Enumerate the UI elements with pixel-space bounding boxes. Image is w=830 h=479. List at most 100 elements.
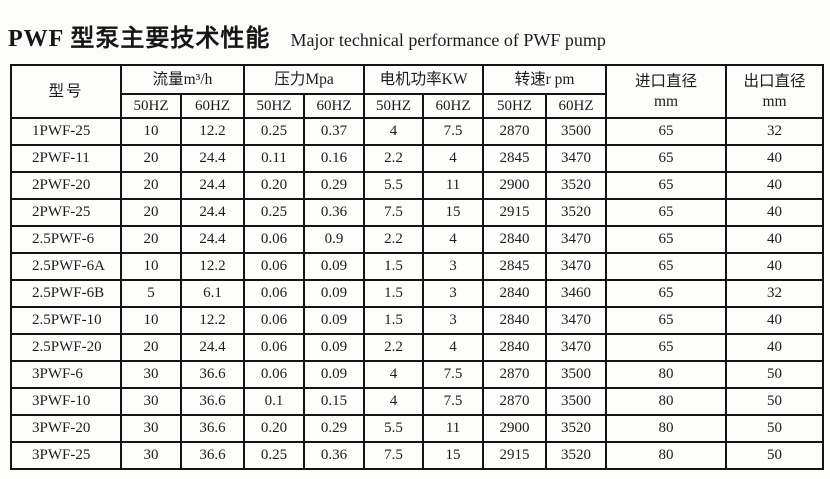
header-outlet-label: 出口直径 bbox=[743, 73, 806, 91]
value-cell: 80 bbox=[605, 441, 728, 470]
value-cell: 40 bbox=[725, 198, 825, 227]
value-cell: 65 bbox=[605, 225, 728, 254]
value-cell: 36.6 bbox=[179, 387, 246, 416]
value-cell: 0.36 bbox=[303, 198, 366, 227]
value-cell: 50 bbox=[725, 414, 825, 443]
value-cell: 2915 bbox=[482, 198, 548, 227]
value-cell: 0.37 bbox=[303, 117, 366, 146]
value-cell: 65 bbox=[605, 171, 728, 200]
value-cell: 0.06 bbox=[243, 279, 306, 308]
value-cell: 1.5 bbox=[363, 306, 425, 335]
header-outlet-unit: mm bbox=[762, 92, 787, 110]
header-pressure: 压力Mpa bbox=[243, 64, 366, 95]
value-cell: 4 bbox=[363, 117, 425, 146]
value-cell: 4 bbox=[422, 144, 485, 173]
value-cell: 2915 bbox=[482, 441, 548, 470]
value-cell: 3500 bbox=[545, 387, 608, 416]
value-cell: 0.20 bbox=[243, 414, 306, 443]
value-cell: 3470 bbox=[545, 252, 608, 281]
value-cell: 65 bbox=[605, 117, 728, 146]
header-pressure-50hz: 50HZ bbox=[243, 93, 306, 119]
value-cell: 40 bbox=[725, 171, 825, 200]
value-cell: 2.2 bbox=[363, 333, 425, 362]
value-cell: 40 bbox=[725, 144, 825, 173]
value-cell: 0.36 bbox=[303, 441, 366, 470]
value-cell: 65 bbox=[605, 252, 728, 281]
header-group-row: 型号 流量m³/h 压力Mpa 电机功率KW 转速r pm 进口直径 mm 出口… bbox=[10, 64, 825, 119]
value-cell: 11 bbox=[422, 171, 485, 200]
value-cell: 20 bbox=[120, 225, 182, 254]
value-cell: 3 bbox=[422, 279, 485, 308]
value-cell: 30 bbox=[120, 360, 182, 389]
value-cell: 3 bbox=[422, 306, 485, 335]
value-cell: 10 bbox=[120, 252, 182, 281]
value-cell: 50 bbox=[725, 387, 825, 416]
value-cell: 0.06 bbox=[243, 333, 306, 362]
value-cell: 0.16 bbox=[303, 144, 366, 173]
value-cell: 0.9 bbox=[303, 225, 366, 254]
model-cell: 2.5PWF-6A bbox=[10, 252, 122, 281]
value-cell: 0.20 bbox=[243, 171, 306, 200]
value-cell: 12.2 bbox=[179, 252, 246, 281]
value-cell: 40 bbox=[725, 306, 825, 335]
table-row: 2.5PWF-10 10 12.2 0.06 0.09 1.5 3 2840 3470 65 40 bbox=[10, 306, 825, 335]
value-cell: 3520 bbox=[545, 171, 608, 200]
value-cell: 7.5 bbox=[422, 360, 485, 389]
value-cell: 2845 bbox=[482, 144, 548, 173]
value-cell: 4 bbox=[363, 387, 425, 416]
value-cell: 0.25 bbox=[243, 441, 306, 470]
model-cell: 1PWF-25 bbox=[10, 117, 122, 146]
value-cell: 3470 bbox=[545, 144, 608, 173]
value-cell: 0.06 bbox=[243, 306, 306, 335]
value-cell: 50 bbox=[725, 360, 825, 389]
value-cell: 30 bbox=[120, 441, 182, 470]
header-sub-row: 50HZ 60HZ 50HZ 60HZ 50HZ 60HZ 50HZ 60HZ bbox=[11, 93, 823, 119]
model-cell: 2.5PWF-6B bbox=[10, 279, 122, 308]
value-cell: 12.2 bbox=[179, 117, 246, 146]
value-cell: 50 bbox=[725, 441, 825, 470]
model-cell: 2PWF-25 bbox=[10, 198, 122, 227]
value-cell: 0.29 bbox=[303, 171, 366, 200]
value-cell: 3470 bbox=[545, 306, 608, 335]
table-row: 1PWF-25 10 12.2 0.25 0.37 4 7.5 2870 3500 65 32 bbox=[10, 117, 825, 146]
value-cell: 3470 bbox=[545, 225, 608, 254]
value-cell: 10 bbox=[120, 117, 182, 146]
value-cell: 3520 bbox=[545, 198, 608, 227]
value-cell: 0.11 bbox=[243, 144, 306, 173]
value-cell: 5 bbox=[120, 279, 182, 308]
value-cell: 2.2 bbox=[363, 144, 425, 173]
value-cell: 2840 bbox=[482, 333, 548, 362]
value-cell: 0.09 bbox=[303, 306, 366, 335]
value-cell: 0.09 bbox=[303, 279, 366, 308]
value-cell: 65 bbox=[605, 198, 728, 227]
value-cell: 40 bbox=[725, 333, 825, 362]
value-cell: 24.4 bbox=[179, 225, 246, 254]
value-cell: 3470 bbox=[545, 333, 608, 362]
value-cell: 1.5 bbox=[363, 279, 425, 308]
model-cell: 2.5PWF-6 bbox=[10, 225, 122, 254]
value-cell: 15 bbox=[422, 198, 485, 227]
value-cell: 15 bbox=[422, 441, 485, 470]
value-cell: 24.4 bbox=[179, 144, 246, 173]
value-cell: 0.09 bbox=[303, 333, 366, 362]
value-cell: 0.09 bbox=[303, 360, 366, 389]
value-cell: 7.5 bbox=[363, 198, 425, 227]
value-cell: 32 bbox=[725, 117, 825, 146]
model-cell: 2.5PWF-20 bbox=[10, 333, 122, 362]
table-row: 2PWF-25 20 24.4 0.25 0.36 7.5 15 2915 3520 65 40 bbox=[10, 198, 825, 227]
pump-spec-table: 型号 流量m³/h 压力Mpa 电机功率KW 转速r pm 进口直径 mm 出口… bbox=[10, 64, 825, 470]
header-inlet-unit: mm bbox=[653, 92, 679, 110]
table-row: 2.5PWF-6A 10 12.2 0.06 0.09 1.5 3 2845 3470 65 40 bbox=[10, 252, 825, 281]
title-chinese: PWF 型泵主要技术性能 bbox=[8, 26, 271, 52]
header-pressure-60hz: 60HZ bbox=[303, 93, 366, 119]
table-row: 2PWF-11 20 24.4 0.11 0.16 2.2 4 2845 3470 65 40 bbox=[10, 144, 825, 173]
value-cell: 11 bbox=[422, 414, 485, 443]
value-cell: 3500 bbox=[545, 117, 608, 146]
model-cell: 3PWF-20 bbox=[10, 414, 122, 443]
page-title: PWF 型泵主要技术性能 Major technical performance… bbox=[8, 18, 820, 53]
value-cell: 2845 bbox=[482, 252, 548, 281]
table-row: 2.5PWF-6 20 24.4 0.06 0.9 2.2 4 2840 3470 65 40 bbox=[10, 225, 825, 254]
value-cell: 40 bbox=[725, 225, 825, 254]
value-cell: 4 bbox=[422, 225, 485, 254]
value-cell: 5.5 bbox=[363, 171, 425, 200]
